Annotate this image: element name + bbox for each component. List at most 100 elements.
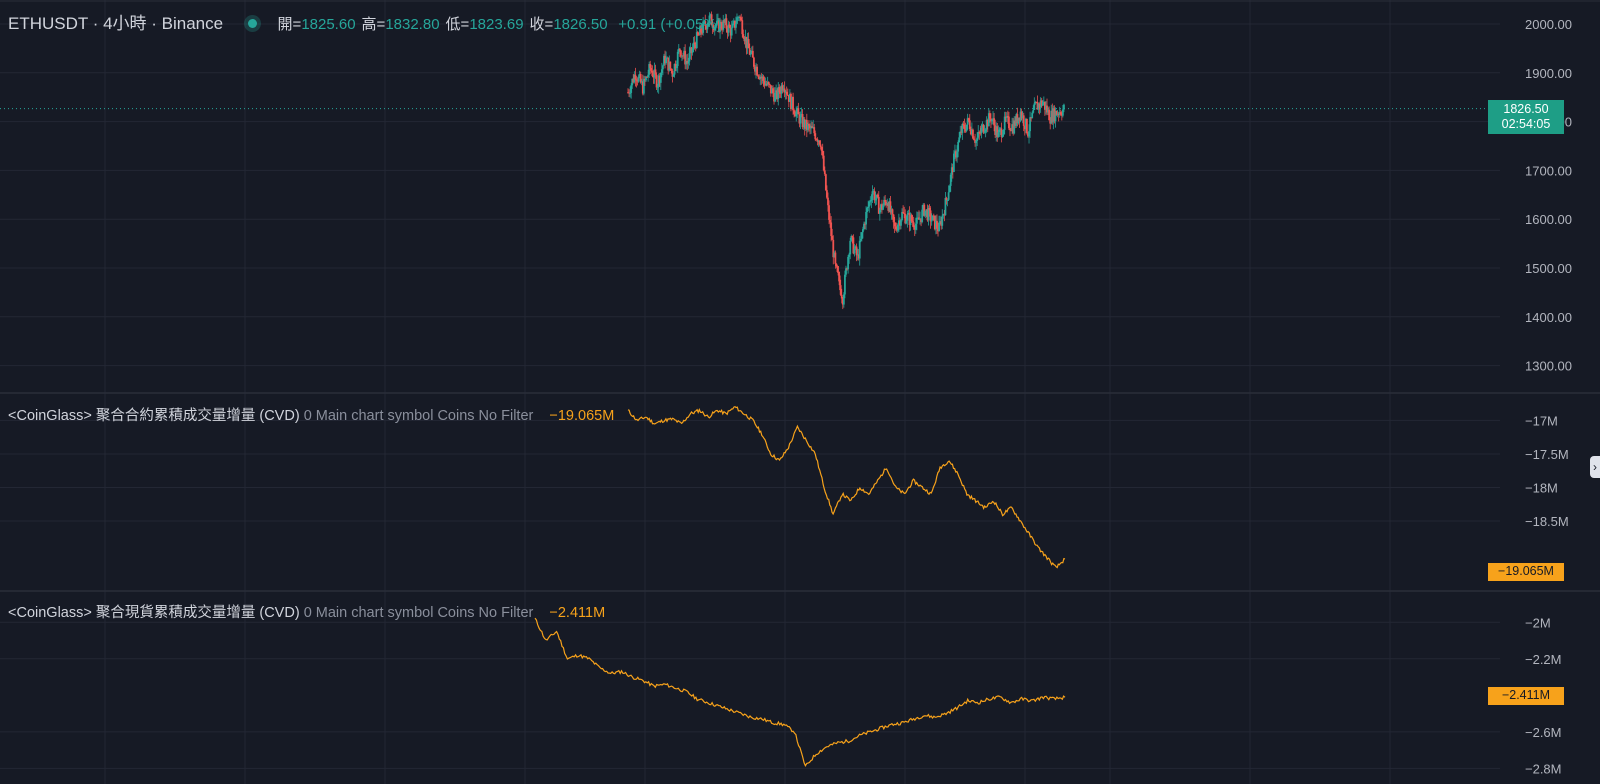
candle[interactable] (714, 23, 717, 32)
candle[interactable] (712, 23, 715, 33)
candle[interactable] (800, 107, 803, 118)
candle[interactable] (746, 32, 749, 54)
candle[interactable] (1027, 131, 1029, 138)
candle[interactable] (1054, 107, 1057, 128)
candle[interactable] (931, 215, 934, 221)
candle[interactable] (741, 16, 744, 38)
candle[interactable] (954, 144, 956, 160)
candle[interactable] (1011, 117, 1013, 134)
candle[interactable] (987, 108, 990, 127)
candle[interactable] (908, 206, 911, 232)
candle[interactable] (941, 209, 944, 230)
candle[interactable] (950, 163, 953, 182)
candle[interactable] (930, 213, 933, 226)
candle[interactable] (691, 43, 694, 56)
candle[interactable] (1009, 123, 1011, 137)
candle[interactable] (692, 36, 695, 52)
cvd-line-path[interactable] (627, 406, 1066, 569)
candle[interactable] (705, 24, 708, 33)
candle[interactable] (748, 43, 751, 56)
candle[interactable] (956, 145, 958, 163)
candle[interactable] (920, 218, 922, 227)
candle[interactable] (736, 13, 738, 25)
candle[interactable] (703, 19, 706, 25)
candle[interactable] (993, 113, 996, 132)
candle[interactable] (932, 213, 935, 222)
candle[interactable] (850, 234, 853, 242)
candle[interactable] (890, 205, 893, 220)
candle[interactable] (822, 151, 825, 172)
candle[interactable] (906, 210, 909, 228)
candle[interactable] (813, 123, 816, 136)
candle[interactable] (847, 254, 849, 274)
candle[interactable] (855, 243, 858, 262)
candle[interactable] (938, 215, 940, 232)
candle[interactable] (754, 64, 756, 76)
candle[interactable] (1059, 109, 1062, 116)
candle[interactable] (650, 64, 653, 73)
candle[interactable] (828, 200, 830, 225)
candle[interactable] (1046, 98, 1048, 116)
candle[interactable] (760, 73, 763, 85)
candle[interactable] (680, 49, 682, 58)
candle[interactable] (1033, 97, 1036, 111)
candle[interactable] (918, 210, 920, 220)
candle[interactable] (893, 216, 896, 234)
candle[interactable] (907, 209, 910, 215)
candle[interactable] (640, 78, 643, 86)
candle[interactable] (796, 105, 799, 119)
candle[interactable] (1032, 105, 1035, 114)
candle[interactable] (891, 208, 894, 220)
candle[interactable] (723, 19, 726, 28)
candle[interactable] (888, 198, 891, 213)
candle[interactable] (978, 130, 981, 140)
candle[interactable] (809, 123, 811, 135)
candle[interactable] (981, 121, 984, 132)
candle[interactable] (867, 200, 870, 212)
candle[interactable] (722, 14, 725, 32)
candle[interactable] (979, 125, 982, 136)
candle[interactable] (645, 75, 647, 82)
candle[interactable] (909, 212, 912, 231)
candle[interactable] (944, 192, 947, 216)
candle[interactable] (832, 235, 835, 265)
candle[interactable] (964, 122, 967, 133)
candle[interactable] (744, 29, 747, 48)
candle[interactable] (671, 68, 674, 83)
candle[interactable] (803, 117, 806, 136)
candle[interactable] (976, 132, 979, 147)
candle[interactable] (933, 215, 936, 231)
candle[interactable] (935, 215, 937, 235)
candle[interactable] (710, 11, 713, 26)
candle[interactable] (905, 215, 908, 225)
candle[interactable] (749, 50, 752, 57)
candle[interactable] (961, 122, 964, 140)
candle[interactable] (742, 29, 745, 39)
candle[interactable] (730, 20, 733, 39)
candle[interactable] (1031, 111, 1034, 119)
candle[interactable] (717, 13, 719, 24)
candle[interactable] (646, 76, 648, 78)
candle[interactable] (1024, 117, 1027, 134)
candle[interactable] (1050, 104, 1053, 125)
candle[interactable] (942, 213, 945, 219)
candle[interactable] (778, 84, 781, 98)
candle[interactable] (1041, 100, 1044, 107)
candle[interactable] (936, 214, 938, 234)
candle[interactable] (899, 217, 901, 230)
candle[interactable] (904, 209, 907, 225)
candle[interactable] (917, 211, 919, 220)
candle[interactable] (690, 46, 693, 60)
candle[interactable] (658, 72, 661, 88)
candle[interactable] (889, 195, 892, 215)
candle[interactable] (1006, 110, 1009, 124)
candle[interactable] (719, 17, 721, 39)
candle[interactable] (652, 70, 655, 84)
candle[interactable] (820, 146, 823, 156)
candle[interactable] (702, 17, 705, 36)
candle[interactable] (838, 271, 841, 291)
candle[interactable] (1042, 96, 1045, 106)
candle[interactable] (1038, 102, 1041, 115)
candle[interactable] (996, 122, 999, 142)
